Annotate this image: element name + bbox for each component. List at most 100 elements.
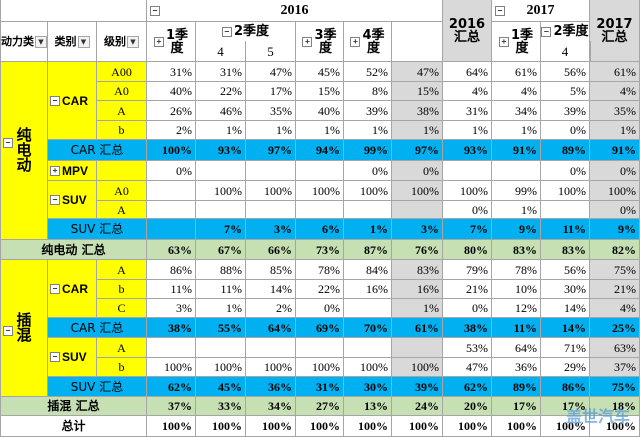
value-cell: 88% [196,260,246,280]
value-cell: 26% [147,101,196,121]
value-cell: 66% [246,240,296,260]
value-cell: 0% [344,161,392,181]
total-2017-header: 2017 汇总 [590,0,640,62]
quarter-1-2016[interactable]: +1季 度 [147,22,196,62]
expand-toggle-icon[interactable]: + [302,36,313,47]
collapse-toggle-icon[interactable]: − [221,26,232,37]
value-cell: 4% [590,299,640,318]
filter-dropdown-icon[interactable]: ▼ [77,35,90,48]
value-cell: 56% [541,260,590,280]
value-cell: 4% [492,82,541,101]
year-2016-header[interactable]: − 2016 [147,0,443,22]
value-cell: 0% [147,161,196,181]
expand-toggle-icon[interactable]: + [50,165,60,176]
year-2017-header[interactable]: − 2017 [492,0,590,22]
expand-toggle-icon[interactable]: + [153,36,164,47]
cell-label: A [117,103,126,118]
column-header-category[interactable]: 类别 ▼ [48,22,97,62]
value-cell: 2% [246,299,296,318]
value-cell: 45% [196,377,246,397]
value-cell [147,338,196,358]
value-cell: 64% [443,62,492,82]
value-cell: 70% [344,318,392,338]
value-cell: 55% [196,318,246,338]
value-cell: 83% [541,240,590,260]
filter-dropdown-icon[interactable]: ▼ [127,35,139,48]
value-cell: 93% [443,140,492,161]
value-cell: 11% [541,219,590,240]
value-cell: 11% [196,280,246,299]
quarter-2-2016[interactable]: −2季度 [196,22,296,41]
value-cell: 37% [147,397,196,416]
power-type-phev[interactable]: − 插 混 [0,260,48,397]
cell-label: b [118,282,125,296]
power-type-bev[interactable]: − 纯 电 动 [0,62,48,240]
expand-toggle-icon[interactable]: + [350,36,361,47]
subtotal-car-bev-label: CAR 汇总 [48,140,147,161]
value-cell [392,201,443,219]
level-cell: A0 [97,82,147,101]
column-header-power-type[interactable]: 动力类 ▼ [0,22,48,62]
value-cell: 36% [246,377,296,397]
value-cell: 100% [392,181,443,201]
quarter-2-2017[interactable]: −2季度 [541,22,590,41]
value-cell: 100% [296,416,344,437]
value-cell: 1% [196,121,246,140]
value-cell: 34% [246,397,296,416]
quarter-4-2016[interactable]: +4季 度 [344,22,392,62]
level-cell: A [97,338,147,358]
cell-label: b [118,360,125,374]
level-cell: A00 [97,62,147,82]
collapse-toggle-icon[interactable]: − [3,138,13,148]
category-mpv-bev[interactable]: + MPV [48,161,97,181]
collapse-toggle-icon[interactable]: − [50,194,60,205]
cell-label: 插混 汇总 [47,399,100,413]
category-suv-phev[interactable]: − SUV [48,338,97,377]
quarter-1-2017[interactable]: +1季 度 [492,22,541,62]
value-cell: 9% [492,219,541,240]
value-cell: 1% [492,201,541,219]
filter-dropdown-icon[interactable]: ▼ [35,35,47,48]
value-cell: 14% [541,299,590,318]
quarter-3-2016[interactable]: +3季 度 [296,22,344,62]
value-cell: 100% [443,181,492,201]
value-cell: 100% [392,416,443,437]
category-car-bev[interactable]: − CAR [48,62,97,140]
value-cell: 61% [492,62,541,82]
value-cell: 34% [492,101,541,121]
cell-label: 纯电动 汇总 [41,242,106,257]
value-cell: 4% [443,82,492,101]
value-cell: 100% [196,416,246,437]
cell-label: A00 [111,64,132,79]
level-cell: A [97,260,147,280]
value-cell: 1% [590,121,640,140]
value-cell: 39% [392,377,443,397]
collapse-toggle-icon[interactable]: − [3,326,13,336]
value-cell: 13% [344,397,392,416]
cell-label: 2017 [526,2,555,18]
cell-label: 2017 汇总 [596,16,633,45]
category-car-phev[interactable]: − CAR [48,260,97,318]
value-cell: 27% [296,397,344,416]
column-header-level[interactable]: 级别 ▼ [97,22,147,62]
value-cell: 24% [392,397,443,416]
value-cell: 99% [492,181,541,201]
collapse-toggle-icon[interactable]: − [50,283,60,294]
collapse-toggle-icon[interactable]: − [541,26,552,37]
value-cell: 91% [492,140,541,161]
value-cell: 7% [196,219,246,240]
collapse-toggle-icon[interactable]: − [495,5,505,16]
value-cell: 39% [541,101,590,121]
collapse-toggle-icon[interactable]: − [50,95,60,106]
category-suv-bev[interactable]: − SUV [48,181,97,219]
value-cell: 31% [296,377,344,397]
value-cell: 93% [196,140,246,161]
value-cell: 1% [296,121,344,140]
subtotal-car-phev-label: CAR 汇总 [48,318,147,338]
cell-label: CAR [62,281,88,296]
collapse-toggle-icon[interactable]: − [150,5,160,16]
expand-toggle-icon[interactable]: + [498,36,509,47]
collapse-toggle-icon[interactable]: − [50,352,60,362]
value-cell: 22% [196,82,246,101]
level-cell: A [97,201,147,219]
